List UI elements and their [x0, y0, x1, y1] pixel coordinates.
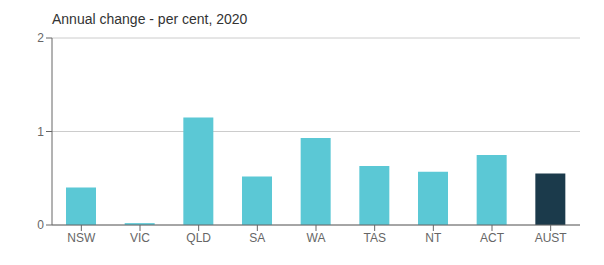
svg-text:AUST: AUST	[535, 231, 568, 245]
svg-text:0: 0	[37, 218, 44, 232]
svg-text:NSW: NSW	[67, 231, 96, 245]
svg-text:QLD: QLD	[186, 231, 211, 245]
svg-text:TAS: TAS	[363, 231, 385, 245]
svg-text:VIC: VIC	[130, 231, 150, 245]
svg-text:SA: SA	[249, 231, 265, 245]
svg-text:WA: WA	[307, 231, 326, 245]
svg-text:ACT: ACT	[480, 231, 505, 245]
svg-text:NT: NT	[425, 231, 442, 245]
svg-text:1: 1	[37, 125, 44, 139]
html-text:Annual change - per cent, 2020: Annual change - per cent, 2020	[52, 11, 248, 27]
svg-text:2: 2	[37, 31, 44, 45]
